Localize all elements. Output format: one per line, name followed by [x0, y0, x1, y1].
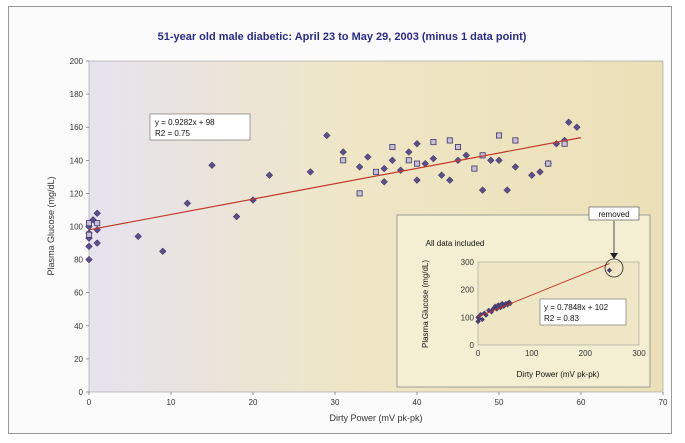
- data-point-diamond: [134, 232, 142, 241]
- y-tick-label: 60: [74, 289, 83, 298]
- x-tick-label: 60: [577, 398, 586, 407]
- data-point-square: [446, 137, 453, 144]
- x-tick-label: 30: [331, 398, 340, 407]
- x-tick-label: 20: [249, 398, 258, 407]
- y-tick-label: 160: [70, 123, 84, 132]
- inset-y-tick-label: 100: [461, 313, 475, 322]
- data-point-square: [389, 144, 396, 151]
- data-point-square: [356, 190, 363, 197]
- data-point-diamond: [564, 118, 573, 126]
- data-point-diamond: [429, 154, 438, 163]
- data-point-diamond: [405, 148, 413, 156]
- y-tick-label: 200: [70, 57, 84, 66]
- y-axis-label: Plasma Glucose (mg/dL): [46, 176, 56, 275]
- inset-trend-line: [477, 263, 610, 318]
- y-tick-label: 0: [79, 388, 84, 397]
- y-tick-label: 140: [70, 156, 84, 165]
- data-point-diamond: [232, 212, 241, 221]
- y-tick-label: 80: [74, 256, 83, 265]
- x-tick-label: 10: [167, 398, 176, 407]
- chart-title: 51-year old male diabetic: April 23 to M…: [158, 31, 527, 43]
- data-point-diamond: [528, 171, 536, 179]
- removed-label: removed: [598, 210, 629, 219]
- data-point-diamond: [388, 156, 397, 165]
- inset-data-point: [479, 316, 485, 323]
- data-point-square: [561, 140, 568, 147]
- data-point-diamond: [85, 242, 93, 251]
- data-point-square: [372, 168, 379, 175]
- data-point-diamond: [573, 123, 581, 131]
- inset-x-tick-label: 200: [579, 349, 593, 358]
- data-point-diamond: [159, 247, 167, 256]
- data-point-square: [413, 160, 420, 167]
- x-axis-label: Dirty Power (mV pk-pk): [329, 413, 422, 423]
- removed-arrow-head: [610, 253, 618, 259]
- data-point-diamond: [265, 171, 274, 179]
- data-point-diamond: [364, 153, 372, 161]
- x-tick-label: 0: [87, 398, 92, 407]
- inset-y-tick-label: 300: [461, 258, 475, 267]
- data-point-diamond: [380, 178, 388, 186]
- data-point-square: [471, 165, 478, 172]
- inset-trend-r2: R2 = 0.83: [544, 314, 579, 323]
- x-tick-label: 50: [495, 398, 504, 407]
- inset-equation-box: [539, 298, 627, 326]
- data-point-square: [86, 220, 93, 227]
- data-point-diamond: [478, 186, 487, 194]
- inset-x-tick-label: 0: [476, 349, 481, 358]
- inset-x-axis-label: Dirty Power (mV pk-pk): [517, 370, 600, 379]
- data-point-diamond: [511, 163, 520, 171]
- data-point-diamond: [487, 156, 495, 165]
- data-point-square: [512, 137, 519, 144]
- data-point-diamond: [536, 168, 544, 176]
- data-point-diamond: [85, 255, 93, 264]
- x-tick-label: 40: [413, 398, 422, 407]
- data-point-diamond: [413, 176, 421, 184]
- data-point-diamond: [93, 239, 101, 247]
- data-point-square: [430, 139, 437, 146]
- data-point-diamond: [183, 199, 192, 208]
- data-point-diamond: [355, 163, 364, 171]
- removed-label-box: [588, 206, 640, 221]
- data-point-diamond: [503, 186, 511, 194]
- inset-x-tick-label: 100: [525, 349, 539, 358]
- trend-r2: R2 = 0.75: [155, 129, 190, 138]
- trend-equation: y = 0.9282x + 98: [155, 118, 215, 127]
- y-tick-label: 20: [74, 355, 83, 364]
- x-tick-label: 70: [659, 398, 668, 407]
- data-point-diamond: [437, 171, 446, 179]
- data-point-square: [454, 144, 461, 151]
- inset-y-tick-label: 200: [461, 286, 475, 295]
- equation-box: [149, 113, 251, 141]
- data-point-diamond: [89, 216, 97, 224]
- data-point-diamond: [339, 148, 347, 156]
- data-point-square: [405, 157, 412, 164]
- y-tick-label: 40: [74, 322, 83, 331]
- y-tick-label: 120: [70, 189, 84, 198]
- inset-data-point: [606, 267, 613, 273]
- data-point-diamond: [495, 156, 503, 165]
- y-tick-label: 180: [70, 90, 84, 99]
- data-point-square: [545, 160, 552, 167]
- data-point-square: [94, 220, 101, 227]
- inset-x-tick-label: 300: [632, 349, 646, 358]
- inset-y-tick-label: 0: [470, 341, 475, 350]
- inset-title: All data included: [426, 239, 485, 248]
- inset-trend-equation: y = 0.7848x + 102: [544, 303, 609, 312]
- data-point-square: [495, 132, 502, 139]
- data-point-diamond: [306, 168, 315, 176]
- data-point-square: [340, 157, 347, 164]
- inset-y-axis-label: Plasma Glucose (mg/dL): [421, 260, 430, 348]
- data-point-diamond: [93, 209, 101, 218]
- data-point-diamond: [208, 161, 216, 170]
- data-point-diamond: [446, 176, 454, 184]
- trend-line: [88, 137, 582, 231]
- data-point-square: [86, 231, 93, 238]
- y-tick-label: 100: [70, 223, 84, 232]
- data-point-diamond: [380, 164, 388, 173]
- data-point-diamond: [323, 131, 331, 140]
- data-point-diamond: [413, 139, 421, 148]
